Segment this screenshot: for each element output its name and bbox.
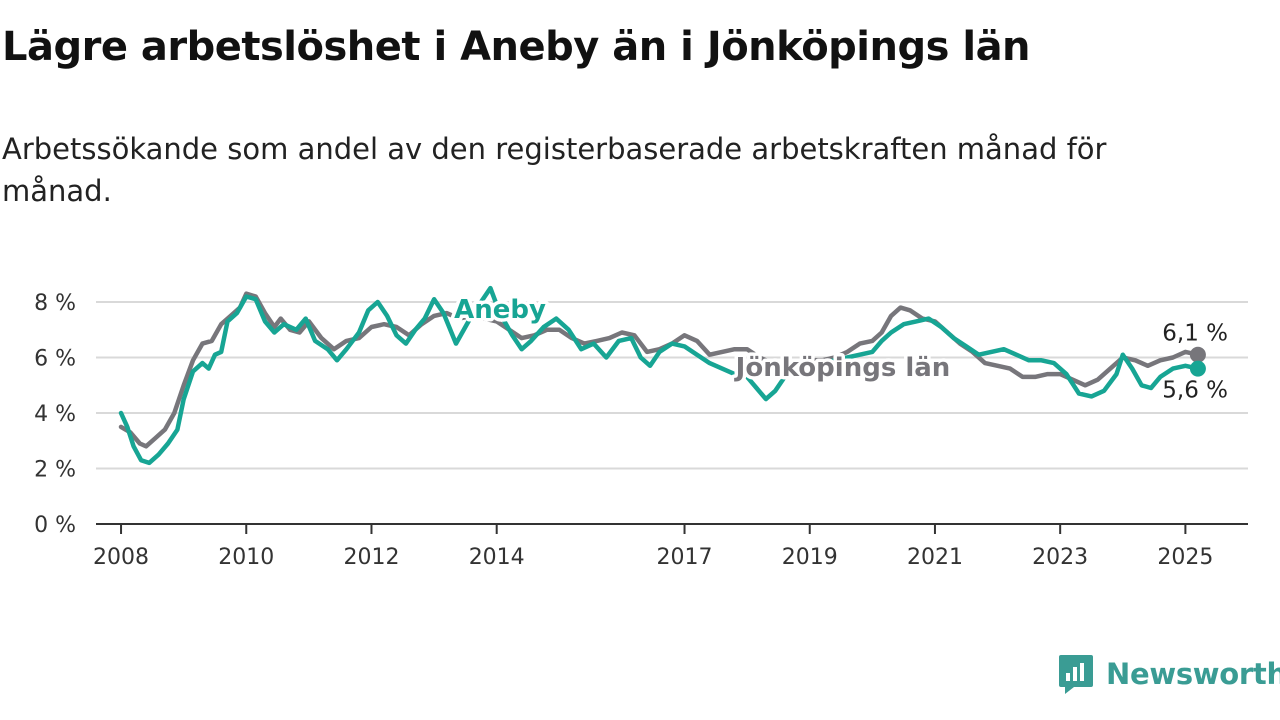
series-end-label: 6,1 % (1162, 321, 1228, 347)
x-tick-label: 2012 (343, 545, 399, 570)
x-tick-label: 2014 (469, 545, 525, 570)
newsworthy-brand: Newsworthy (1058, 652, 1280, 696)
x-tick-label: 2021 (907, 545, 963, 570)
line-chart: 0 % 2 % 4 % 6 % 8 % 2008 2010 2012 2014 2017 2019… (34, 285, 1248, 570)
y-tick-label: 0 % (34, 513, 76, 538)
newsworthy-logo-icon (1059, 655, 1093, 694)
series-end-point (1189, 360, 1206, 377)
x-tick-label: 2017 (657, 545, 713, 570)
series-end-label: 5,6 % (1162, 378, 1228, 404)
y-tick-label: 4 % (34, 402, 76, 427)
series-name-label: Jönköpings län (734, 353, 951, 383)
x-tick-label: 2025 (1157, 545, 1213, 570)
series-name-label: Aneby (454, 295, 546, 325)
series-line-jonkopings-lan (118, 291, 1201, 449)
x-axis: 2008 2010 2012 2014 2017 2019 2021 2023 2025 (93, 523, 1248, 570)
x-tick-label: 2023 (1032, 545, 1088, 570)
x-tick-label: 2019 (782, 545, 838, 570)
chart-title: Lägre arbetslöshet i Aneby än i Jönköpin… (2, 24, 1031, 70)
series-labels: 6,1 % 5,6 % Aneby Jönköpings län (451, 292, 1228, 404)
brand-name: Newsworthy (1106, 657, 1280, 691)
x-tick-label: 2008 (93, 545, 149, 570)
y-tick-label: 8 % (34, 291, 76, 316)
gridlines (96, 301, 1248, 470)
y-tick-label: 2 % (34, 458, 76, 483)
y-axis: 0 % 2 % 4 % 6 % 8 % (34, 291, 76, 538)
series-lines (118, 285, 1206, 466)
x-tick-label: 2010 (218, 545, 274, 570)
y-tick-label: 6 % (34, 347, 76, 372)
series-end-point (1189, 346, 1206, 363)
chart-subtitle: Arbetssökande som andel av den registerb… (2, 132, 1107, 208)
series-line-aneby (118, 285, 1201, 466)
